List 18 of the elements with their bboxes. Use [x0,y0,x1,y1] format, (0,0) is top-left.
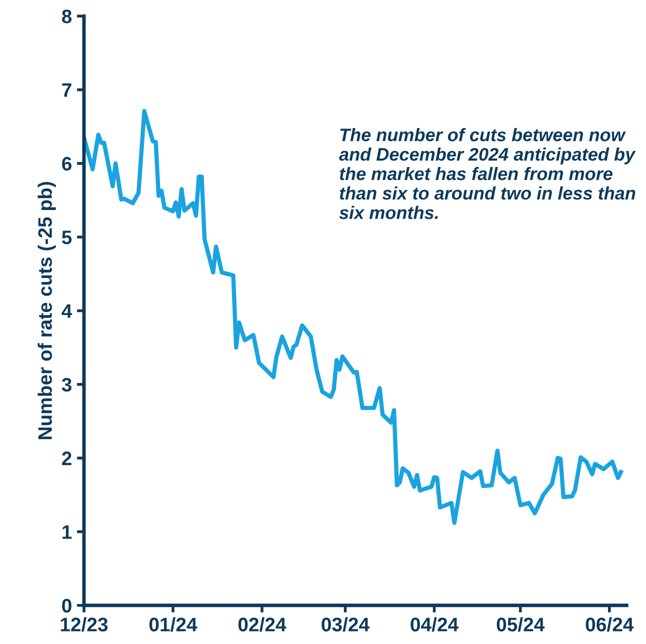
y-tick-label: 6 [62,156,72,171]
x-tick-label: 01/24 [149,617,198,632]
x-tick-label: 06/24 [586,617,634,632]
y-axis-title: Number of rate cuts (-25 pb) [38,182,56,440]
y-tick-label: 3 [62,378,72,392]
y-tick-label: 2 [62,452,72,466]
x-tick-label: 03/24 [322,617,370,632]
y-tick-label: 7 [62,83,72,97]
x-tick-label: 04/24 [410,617,458,632]
x-tick-label: 02/24 [238,617,286,632]
y-tick-label: 1 [62,525,72,539]
y-tick-label: 5 [62,230,72,244]
x-tick-label: 05/24 [496,617,545,632]
annotation: The number of cuts between now and December 2024 anticipated by the market has fallen from more than six to around two in less than six months. [339,128,636,220]
y-tick-label: 0 [62,598,72,613]
y-tick-label: 4 [62,304,72,318]
y-tick-label: 8 [62,10,72,24]
x-tick-label: 12/23 [60,617,108,632]
